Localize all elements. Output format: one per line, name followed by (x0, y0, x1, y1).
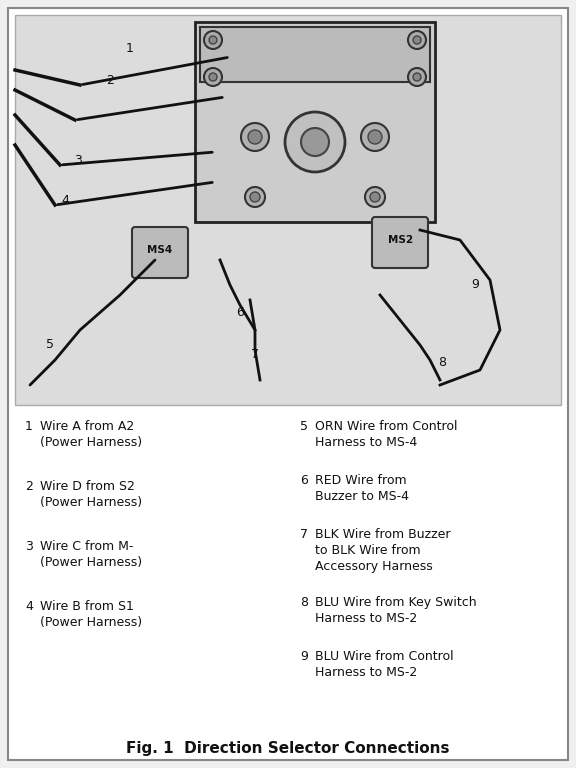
FancyBboxPatch shape (132, 227, 188, 278)
Circle shape (413, 36, 421, 44)
Text: BLU Wire from Key Switch
Harness to MS-2: BLU Wire from Key Switch Harness to MS-2 (315, 596, 476, 625)
Text: 5: 5 (300, 420, 308, 433)
Text: BLK Wire from Buzzer
to BLK Wire from
Accessory Harness: BLK Wire from Buzzer to BLK Wire from Ac… (315, 528, 450, 573)
Text: ORN Wire from Control
Harness to MS-4: ORN Wire from Control Harness to MS-4 (315, 420, 457, 449)
Text: 6: 6 (300, 474, 308, 487)
Text: BLU Wire from Control
Harness to MS-2: BLU Wire from Control Harness to MS-2 (315, 650, 454, 679)
Circle shape (301, 128, 329, 156)
Circle shape (285, 112, 345, 172)
Text: Wire A from A2
(Power Harness): Wire A from A2 (Power Harness) (40, 420, 142, 449)
Circle shape (241, 123, 269, 151)
Circle shape (370, 192, 380, 202)
Circle shape (209, 36, 217, 44)
Circle shape (250, 192, 260, 202)
Text: 9: 9 (471, 279, 479, 292)
Circle shape (308, 125, 322, 139)
Text: Fig. 1  Direction Selector Connections: Fig. 1 Direction Selector Connections (126, 740, 450, 756)
Text: 6: 6 (236, 306, 244, 319)
Text: 7: 7 (300, 528, 308, 541)
Text: MS2: MS2 (388, 235, 413, 245)
Text: 5: 5 (46, 339, 54, 352)
Circle shape (248, 130, 262, 144)
Bar (195, 22, 435, 222)
Text: 8: 8 (300, 596, 308, 609)
Text: 3: 3 (74, 154, 82, 167)
Circle shape (301, 118, 329, 146)
Text: 1: 1 (25, 420, 33, 433)
Circle shape (204, 68, 222, 86)
Circle shape (204, 31, 222, 49)
Circle shape (408, 31, 426, 49)
FancyBboxPatch shape (372, 217, 428, 268)
Text: Wire B from S1
(Power Harness): Wire B from S1 (Power Harness) (40, 600, 142, 629)
Text: 1: 1 (126, 41, 134, 55)
Circle shape (413, 73, 421, 81)
Circle shape (368, 130, 382, 144)
Circle shape (361, 123, 389, 151)
Text: Wire C from M-
(Power Harness): Wire C from M- (Power Harness) (40, 540, 142, 569)
Text: 3: 3 (25, 540, 33, 553)
Bar (200, 27, 430, 82)
Text: 4: 4 (25, 600, 33, 613)
Circle shape (245, 187, 265, 207)
Text: RED Wire from
Buzzer to MS-4: RED Wire from Buzzer to MS-4 (315, 474, 409, 503)
Circle shape (209, 73, 217, 81)
Text: MS4: MS4 (147, 245, 172, 255)
Text: 4: 4 (61, 194, 69, 207)
Text: 7: 7 (251, 349, 259, 362)
Text: 2: 2 (25, 480, 33, 493)
Text: 2: 2 (106, 74, 114, 87)
Text: Wire D from S2
(Power Harness): Wire D from S2 (Power Harness) (40, 480, 142, 509)
Text: 8: 8 (438, 356, 446, 369)
Text: 9: 9 (300, 650, 308, 663)
Bar (15, 15, 561, 405)
Circle shape (408, 68, 426, 86)
Circle shape (365, 187, 385, 207)
